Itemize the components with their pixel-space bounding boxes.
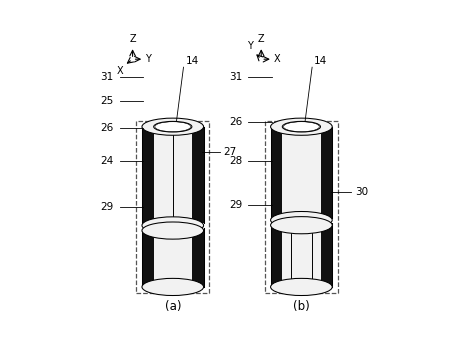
Text: 29: 29 bbox=[101, 201, 113, 212]
Polygon shape bbox=[270, 220, 331, 225]
Ellipse shape bbox=[153, 121, 191, 132]
Text: 27: 27 bbox=[223, 147, 236, 157]
Text: 24: 24 bbox=[101, 156, 113, 166]
Ellipse shape bbox=[282, 121, 320, 132]
Polygon shape bbox=[320, 127, 331, 218]
Text: Z: Z bbox=[257, 34, 264, 44]
Text: 26: 26 bbox=[101, 122, 113, 133]
Ellipse shape bbox=[142, 222, 203, 239]
Text: X: X bbox=[117, 66, 123, 76]
Polygon shape bbox=[142, 226, 203, 231]
Text: 14: 14 bbox=[313, 56, 327, 66]
Polygon shape bbox=[270, 223, 331, 287]
Text: 14: 14 bbox=[185, 56, 198, 66]
Polygon shape bbox=[191, 127, 203, 223]
Ellipse shape bbox=[270, 278, 331, 295]
Text: 29: 29 bbox=[229, 200, 242, 210]
Text: 30: 30 bbox=[354, 187, 367, 197]
Polygon shape bbox=[142, 127, 203, 223]
Text: Y: Y bbox=[145, 54, 151, 64]
Polygon shape bbox=[191, 228, 203, 287]
Text: 25: 25 bbox=[101, 96, 113, 106]
Text: 31: 31 bbox=[101, 72, 113, 81]
Text: Y: Y bbox=[247, 41, 253, 51]
Ellipse shape bbox=[270, 118, 331, 135]
Polygon shape bbox=[270, 127, 331, 218]
Polygon shape bbox=[142, 127, 153, 223]
Polygon shape bbox=[142, 228, 153, 287]
Text: 31: 31 bbox=[229, 72, 242, 81]
Polygon shape bbox=[142, 228, 203, 287]
Polygon shape bbox=[270, 127, 282, 218]
Ellipse shape bbox=[270, 212, 331, 229]
Ellipse shape bbox=[142, 217, 203, 234]
Text: Z: Z bbox=[129, 34, 135, 44]
Polygon shape bbox=[320, 223, 331, 287]
Ellipse shape bbox=[142, 278, 203, 295]
Text: X: X bbox=[273, 54, 280, 64]
Text: (b): (b) bbox=[292, 300, 309, 313]
Text: (a): (a) bbox=[164, 300, 181, 313]
Ellipse shape bbox=[270, 217, 331, 234]
Text: 26: 26 bbox=[229, 117, 242, 127]
Ellipse shape bbox=[142, 118, 203, 135]
Text: 28: 28 bbox=[229, 156, 242, 166]
Polygon shape bbox=[270, 223, 282, 287]
